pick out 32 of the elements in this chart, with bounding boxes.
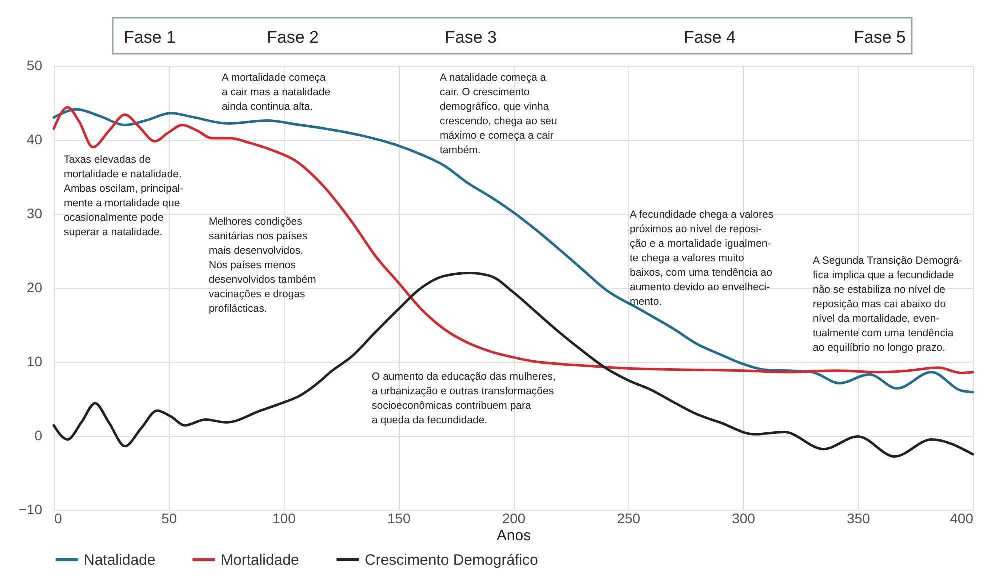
y-tick-label: 30 (26, 206, 43, 222)
annotation: Taxas elevadas de mortalidade e natalidade. Ambas oscilam, principal- mente a mortalidade que ocasionalmente pode superar a natalidade. (64, 154, 184, 238)
text: Fase 2 (267, 28, 319, 47)
legend-label: Mortalidade (221, 552, 300, 569)
x-tick-label: 50 (162, 510, 178, 526)
annotation: A mortalidade começa a cair mas a natalidade ainda continua alta. (222, 72, 331, 113)
y-tick-label: 40 (26, 132, 43, 148)
y-tick-label: 10 (26, 354, 43, 370)
text: Fase 4 (684, 28, 736, 47)
x-tick-label: 0 (54, 510, 62, 526)
x-tick-label: 100 (272, 510, 296, 526)
annotation: Melhores condições sanitárias nos países mais desenvolvidos. Nos países menos desenvolvidos também vacinações e drogas profilácticas. (209, 216, 317, 315)
text: Fase 5 (854, 28, 906, 47)
x-axis-title: Anos (496, 528, 532, 544)
annotation: A natalidade começa a cair. O crescimento demográfico, que vinha crescendo, chega ao seu máximo e começa a cair também. (440, 72, 558, 156)
x-tick-label: 200 (502, 510, 526, 526)
x-tick-label: 250 (617, 510, 641, 526)
x-tick-label: 300 (732, 510, 756, 526)
y-tick-label: 50 (26, 58, 43, 74)
x-tick-label: 150 (387, 510, 412, 526)
annotation: A fecundidade chega a valores próximos ao nível de reposi- ção e a mortalidade igualmen- te chega a valores muito baixos, com uma tendência ao aumento devido ao envelheci- mento. (630, 209, 774, 308)
legend-label: Crescimento Demográfico (365, 552, 538, 569)
y-tick-label: 20 (26, 280, 43, 296)
y-tick-label: −10 (18, 502, 43, 518)
y-tick-label: 0 (34, 428, 43, 444)
annotation: O aumento da educação das mulheres, a urbanização e outras transformações socioeconômicas contribuem para a queda da fecundidade. (372, 371, 556, 426)
text: Fase 3 (445, 28, 497, 47)
x-tick-label: 400 (950, 510, 974, 526)
text: Fase 1 (124, 28, 176, 47)
annotation: A Segunda Transição Demográ- fica implica que a fecundidade não se estabiliza no nível de reposição mas cai abaixo do nível da mortalidade, even- tualmente com uma tendência ao equilíbrio no longo prazo. (813, 255, 963, 354)
x-tick-label: 350 (846, 510, 871, 526)
legend-label: Natalidade (84, 552, 156, 569)
